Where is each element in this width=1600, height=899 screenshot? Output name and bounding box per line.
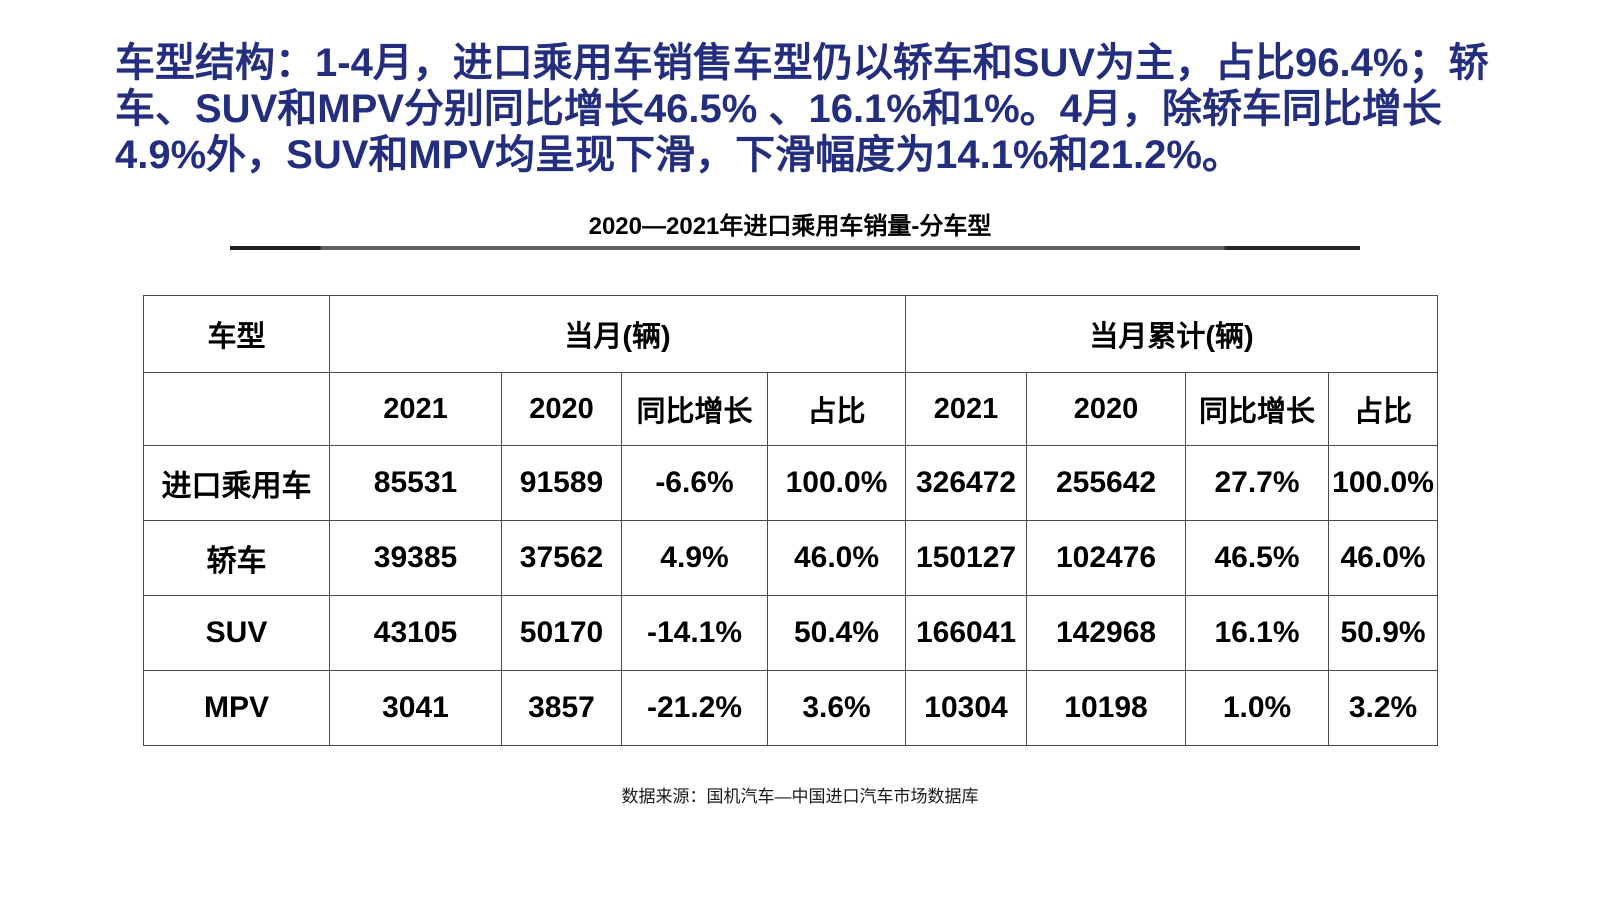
- subheader-month-share: 占比: [766, 372, 907, 446]
- page-title: 车型结构：1-4月，进口乘用车销售车型仍以轿车和SUV为主，占比96.4%；轿 …: [115, 40, 1515, 178]
- row-label: SUV: [143, 595, 330, 671]
- table-cell: 46.5%: [1185, 520, 1330, 596]
- table-cell: 3857: [501, 670, 622, 746]
- table-cell: -6.6%: [621, 445, 768, 521]
- table-cell: 50.4%: [766, 595, 907, 671]
- table-cell: 50170: [501, 595, 622, 671]
- table-cell: 1.0%: [1185, 670, 1330, 746]
- subheader-cum-share: 占比: [1328, 372, 1439, 446]
- table-header-group-row: 车型 当月(辆) 当月累计(辆): [143, 295, 1439, 373]
- header-group-current-month: 当月(辆): [328, 295, 907, 373]
- header-group-cumulative: 当月累计(辆): [905, 295, 1439, 373]
- table-cell: 100.0%: [1328, 445, 1439, 521]
- table-cell: 27.7%: [1185, 445, 1330, 521]
- subheader-cum-2020: 2020: [1026, 372, 1187, 446]
- table-cell: 255642: [1026, 445, 1187, 521]
- heading-line-3: 4.9%外，SUV和MPV均呈现下滑，下滑幅度为14.1%和21.2%。: [115, 133, 1242, 177]
- table-cell: -21.2%: [621, 670, 768, 746]
- header-vehicle-type: 车型: [143, 295, 330, 373]
- table-cell: 10198: [1026, 670, 1187, 746]
- table-cell: 326472: [905, 445, 1028, 521]
- table-cell: 85531: [329, 445, 502, 521]
- table-cell: 16.1%: [1185, 595, 1330, 671]
- table-cell: 91589: [501, 445, 622, 521]
- table-cell: 142968: [1026, 595, 1187, 671]
- heading-line-2: 车、SUV和MPV分别同比增长46.5% 、16.1%和1%。4月，除轿车同比增…: [115, 87, 1442, 131]
- subheader-month-2021: 2021: [329, 372, 502, 446]
- subheader-month-yoy: 同比增长: [621, 372, 768, 446]
- subheader-month-2020: 2020: [501, 372, 622, 446]
- table-cell: 3.6%: [766, 670, 907, 746]
- table-cell: 150127: [905, 520, 1028, 596]
- table-cell: -14.1%: [621, 595, 768, 671]
- table-row-mpv: MPV 3041 3857 -21.2% 3.6% 10304 10198 1.…: [143, 670, 1439, 746]
- row-label: 轿车: [143, 520, 330, 596]
- table-cell: 50.9%: [1328, 595, 1439, 671]
- table-cell: 39385: [329, 520, 502, 596]
- table-cell: 102476: [1026, 520, 1187, 596]
- table-subheader-row: 2021 2020 同比增长 占比 2021 2020 同比增长 占比: [143, 372, 1439, 446]
- table-cell: 3.2%: [1328, 670, 1439, 746]
- subheader-cum-yoy: 同比增长: [1185, 372, 1330, 446]
- title-underline-rule: [230, 246, 1360, 250]
- table-title: 2020—2021年进口乘用车销量-分车型: [588, 213, 992, 240]
- heading-line-1: 车型结构：1-4月，进口乘用车销售车型仍以轿车和SUV为主，占比96.4%；轿: [115, 41, 1489, 85]
- table-cell: 166041: [905, 595, 1028, 671]
- table-cell: 46.0%: [1328, 520, 1439, 596]
- table-row-suv: SUV 43105 50170 -14.1% 50.4% 166041 1429…: [143, 595, 1439, 671]
- subheader-blank: [143, 372, 330, 446]
- table-row-imported-pv: 进口乘用车 85531 91589 -6.6% 100.0% 326472 25…: [143, 445, 1439, 521]
- table-cell: 10304: [905, 670, 1028, 746]
- table-row-sedan: 轿车 39385 37562 4.9% 46.0% 150127 102476 …: [143, 520, 1439, 596]
- table-cell: 37562: [501, 520, 622, 596]
- table-cell: 3041: [329, 670, 502, 746]
- data-source-note: 数据来源：国机汽车—中国进口汽车市场数据库: [621, 787, 979, 806]
- row-label: MPV: [143, 670, 330, 746]
- row-label: 进口乘用车: [143, 445, 330, 521]
- table-cell: 43105: [329, 595, 502, 671]
- table-cell: 46.0%: [766, 520, 907, 596]
- table-cell: 4.9%: [621, 520, 768, 596]
- table-cell: 100.0%: [766, 445, 907, 521]
- subheader-cum-2021: 2021: [905, 372, 1028, 446]
- sales-data-table: 车型 当月(辆) 当月累计(辆) 2021 2020 同比增长 占比 2021 …: [143, 295, 1439, 746]
